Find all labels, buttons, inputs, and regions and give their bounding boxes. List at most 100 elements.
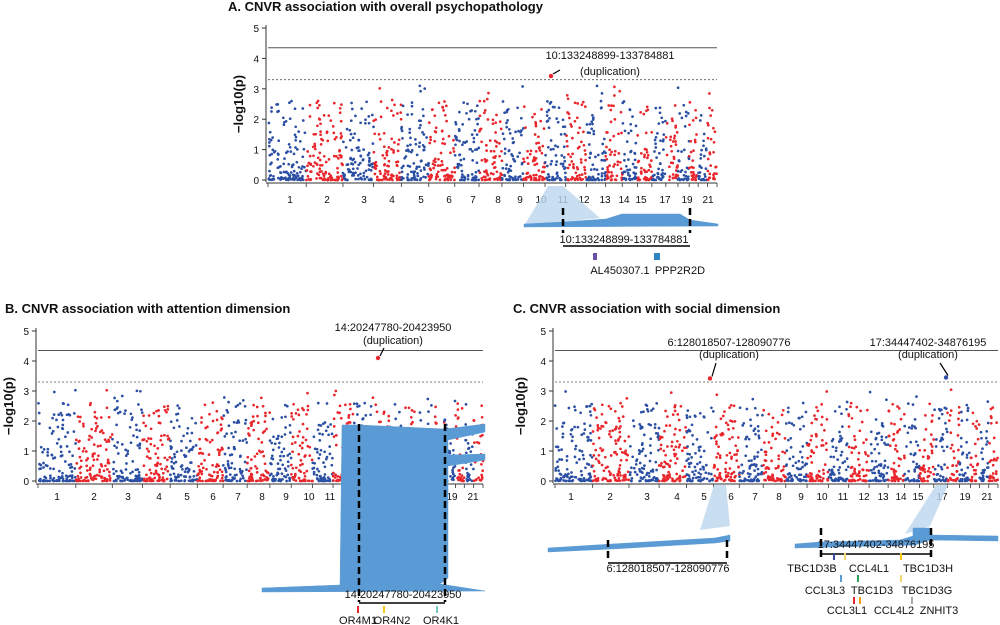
data-point [996,456,999,460]
data-point [628,168,632,172]
data-point [670,440,674,444]
data-point [226,460,230,463]
chromosome-tick-label: 5 [701,492,707,503]
data-point [367,163,371,167]
data-point [896,431,899,434]
data-point [909,440,913,444]
data-point [683,177,686,181]
data-point [970,475,974,479]
data-point [555,160,559,163]
data-point [580,450,584,453]
data-point [39,463,43,467]
data-point [923,438,926,441]
data-point [293,107,297,111]
data-point [686,445,689,448]
data-point [834,446,838,450]
data-point [747,437,751,441]
data-point [709,472,713,476]
data-point [757,429,760,433]
data-point [301,422,305,426]
data-point [879,463,883,466]
data-point [892,461,896,465]
data-point [281,463,285,467]
data-point [561,162,565,166]
data-point [693,140,697,144]
data-point [155,409,158,413]
gene-label: PPP2R2D [655,265,705,277]
data-point [399,103,403,107]
data-point [659,447,663,451]
data-point [52,467,55,471]
data-point [714,165,717,169]
data-point [926,479,929,483]
data-point [227,424,231,428]
data-point [286,473,290,477]
data-point [601,448,605,452]
data-point [256,421,260,425]
data-point [159,438,163,442]
chromosome-tick-label: 13 [877,492,889,503]
data-point [971,411,975,415]
data-point [294,176,298,180]
gene-label: CCL3L1 [827,605,867,617]
data-point [646,471,649,475]
data-point [466,475,470,479]
data-point [387,146,391,149]
data-point [503,111,506,115]
data-point [858,470,861,473]
data-point [668,165,671,169]
data-point [770,459,773,463]
data-point [381,154,385,157]
data-point [223,452,227,456]
gene-label: CCL4L1 [849,563,889,575]
data-point [404,406,407,410]
data-point [676,86,680,90]
data-point [529,149,533,153]
data-point [635,459,638,463]
data-point [472,467,475,471]
data-point [579,478,583,481]
data-point [727,478,731,482]
data-point [600,106,603,109]
data-point [135,428,138,432]
data-point [313,462,317,465]
data-point [597,172,600,176]
data-point [921,455,925,459]
data-point [160,434,163,438]
data-point [642,433,646,437]
data-point [560,458,564,461]
data-point [583,105,587,108]
data-point [741,424,745,427]
data-point [270,454,274,458]
data-point [659,443,663,447]
data-point [663,172,667,176]
data-point [65,413,69,417]
data-point [373,132,377,136]
data-point [613,94,616,97]
data-point [312,164,315,168]
data-point [336,411,340,414]
data-point [927,467,931,470]
data-point [694,178,698,182]
data-point [948,413,952,417]
data-point [829,455,833,459]
data-point [543,161,547,164]
data-point [584,153,587,156]
data-point [688,452,692,456]
data-point [631,419,635,422]
data-point [918,448,922,452]
data-point [579,158,583,161]
data-point [129,441,133,445]
data-point [292,178,296,182]
data-point [570,177,573,181]
data-point [887,434,891,438]
data-point [461,143,464,147]
data-point [234,405,238,408]
data-point [668,175,672,178]
data-point [225,408,229,412]
data-point [908,479,912,483]
data-point [991,406,995,409]
data-point [38,467,41,471]
data-point [995,421,998,424]
data-point [191,445,195,449]
